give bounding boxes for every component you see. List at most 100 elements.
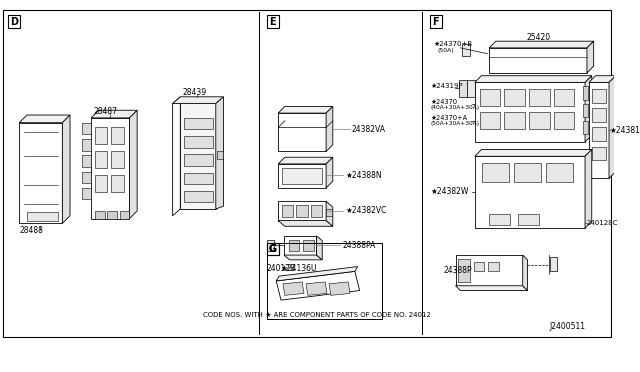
Bar bbox=[111, 128, 124, 144]
Polygon shape bbox=[184, 154, 213, 166]
Bar bbox=[95, 211, 104, 219]
Polygon shape bbox=[19, 115, 70, 123]
Text: F: F bbox=[433, 16, 439, 26]
Text: E: E bbox=[269, 16, 276, 26]
Polygon shape bbox=[475, 76, 592, 83]
Polygon shape bbox=[173, 97, 180, 216]
Polygon shape bbox=[587, 41, 594, 73]
Bar bbox=[83, 171, 91, 183]
Bar bbox=[217, 151, 223, 159]
Text: G: G bbox=[269, 244, 277, 254]
Bar bbox=[83, 155, 91, 167]
Bar bbox=[282, 168, 323, 184]
Circle shape bbox=[497, 186, 520, 209]
Text: ★24370+B: ★24370+B bbox=[433, 41, 472, 47]
Polygon shape bbox=[284, 255, 323, 260]
Bar bbox=[303, 240, 314, 251]
Bar bbox=[267, 243, 279, 255]
Polygon shape bbox=[91, 118, 129, 219]
Polygon shape bbox=[91, 110, 137, 118]
Polygon shape bbox=[276, 271, 360, 300]
Text: ★24319P: ★24319P bbox=[431, 83, 463, 89]
Polygon shape bbox=[283, 282, 304, 295]
Polygon shape bbox=[489, 41, 594, 48]
Bar bbox=[479, 112, 500, 129]
Bar bbox=[529, 112, 550, 129]
Bar bbox=[583, 86, 588, 100]
Polygon shape bbox=[284, 236, 317, 255]
Text: J2400511: J2400511 bbox=[549, 321, 585, 331]
Polygon shape bbox=[475, 83, 585, 142]
Bar bbox=[479, 89, 500, 106]
Bar bbox=[267, 15, 279, 28]
Bar bbox=[489, 214, 510, 225]
Bar bbox=[488, 262, 499, 271]
Bar bbox=[514, 163, 541, 182]
Bar bbox=[267, 243, 279, 255]
Text: 24388P: 24388P bbox=[443, 266, 472, 275]
Bar bbox=[592, 128, 606, 141]
Bar bbox=[504, 112, 525, 129]
Bar bbox=[83, 188, 91, 199]
Polygon shape bbox=[523, 255, 527, 291]
Text: (40A+30A+30A): (40A+30A+30A) bbox=[431, 105, 480, 110]
Polygon shape bbox=[129, 110, 137, 219]
Text: 240128C: 240128C bbox=[587, 220, 618, 227]
Bar bbox=[592, 89, 606, 103]
Polygon shape bbox=[278, 106, 333, 113]
Text: 24388PA: 24388PA bbox=[342, 241, 376, 250]
Bar bbox=[474, 262, 484, 271]
Polygon shape bbox=[329, 282, 350, 295]
Bar bbox=[529, 89, 550, 106]
Bar bbox=[83, 123, 91, 134]
Bar bbox=[282, 205, 294, 217]
Bar bbox=[483, 163, 509, 182]
Polygon shape bbox=[475, 156, 585, 228]
Bar bbox=[311, 205, 323, 217]
Polygon shape bbox=[180, 97, 216, 209]
Polygon shape bbox=[589, 76, 616, 83]
Polygon shape bbox=[278, 113, 326, 151]
Polygon shape bbox=[27, 212, 58, 221]
Polygon shape bbox=[306, 282, 327, 295]
Text: ★24382W: ★24382W bbox=[431, 187, 469, 196]
Polygon shape bbox=[489, 48, 587, 73]
Polygon shape bbox=[456, 255, 523, 286]
Bar bbox=[546, 163, 573, 182]
Bar bbox=[95, 176, 108, 192]
Text: ★24388N: ★24388N bbox=[345, 171, 382, 180]
Polygon shape bbox=[317, 236, 323, 260]
Polygon shape bbox=[585, 150, 592, 228]
Text: 28487: 28487 bbox=[93, 107, 117, 116]
Bar bbox=[554, 112, 575, 129]
Bar bbox=[467, 80, 475, 97]
Bar bbox=[8, 15, 20, 28]
Polygon shape bbox=[62, 115, 70, 224]
Bar bbox=[267, 240, 275, 251]
Bar bbox=[108, 211, 117, 219]
Polygon shape bbox=[19, 123, 62, 224]
Bar bbox=[583, 121, 588, 134]
Polygon shape bbox=[184, 191, 213, 202]
Bar bbox=[289, 240, 300, 251]
Text: 28439: 28439 bbox=[182, 87, 206, 96]
Bar bbox=[592, 147, 606, 160]
Polygon shape bbox=[326, 106, 333, 151]
Bar bbox=[326, 209, 332, 216]
Polygon shape bbox=[456, 286, 527, 291]
Bar bbox=[550, 257, 557, 271]
Text: ★24370+A: ★24370+A bbox=[431, 115, 468, 121]
Bar bbox=[504, 89, 525, 106]
Polygon shape bbox=[278, 201, 326, 221]
Text: (50A+30A+30A): (50A+30A+30A) bbox=[431, 121, 480, 126]
Bar bbox=[267, 243, 381, 319]
Text: ★24136U: ★24136U bbox=[280, 264, 317, 273]
Bar bbox=[111, 176, 124, 192]
Bar bbox=[95, 128, 108, 144]
Bar bbox=[429, 15, 442, 28]
Bar bbox=[458, 259, 470, 282]
Text: (50A): (50A) bbox=[437, 48, 454, 53]
Polygon shape bbox=[326, 157, 333, 188]
Polygon shape bbox=[589, 83, 609, 178]
Text: D: D bbox=[10, 16, 18, 26]
